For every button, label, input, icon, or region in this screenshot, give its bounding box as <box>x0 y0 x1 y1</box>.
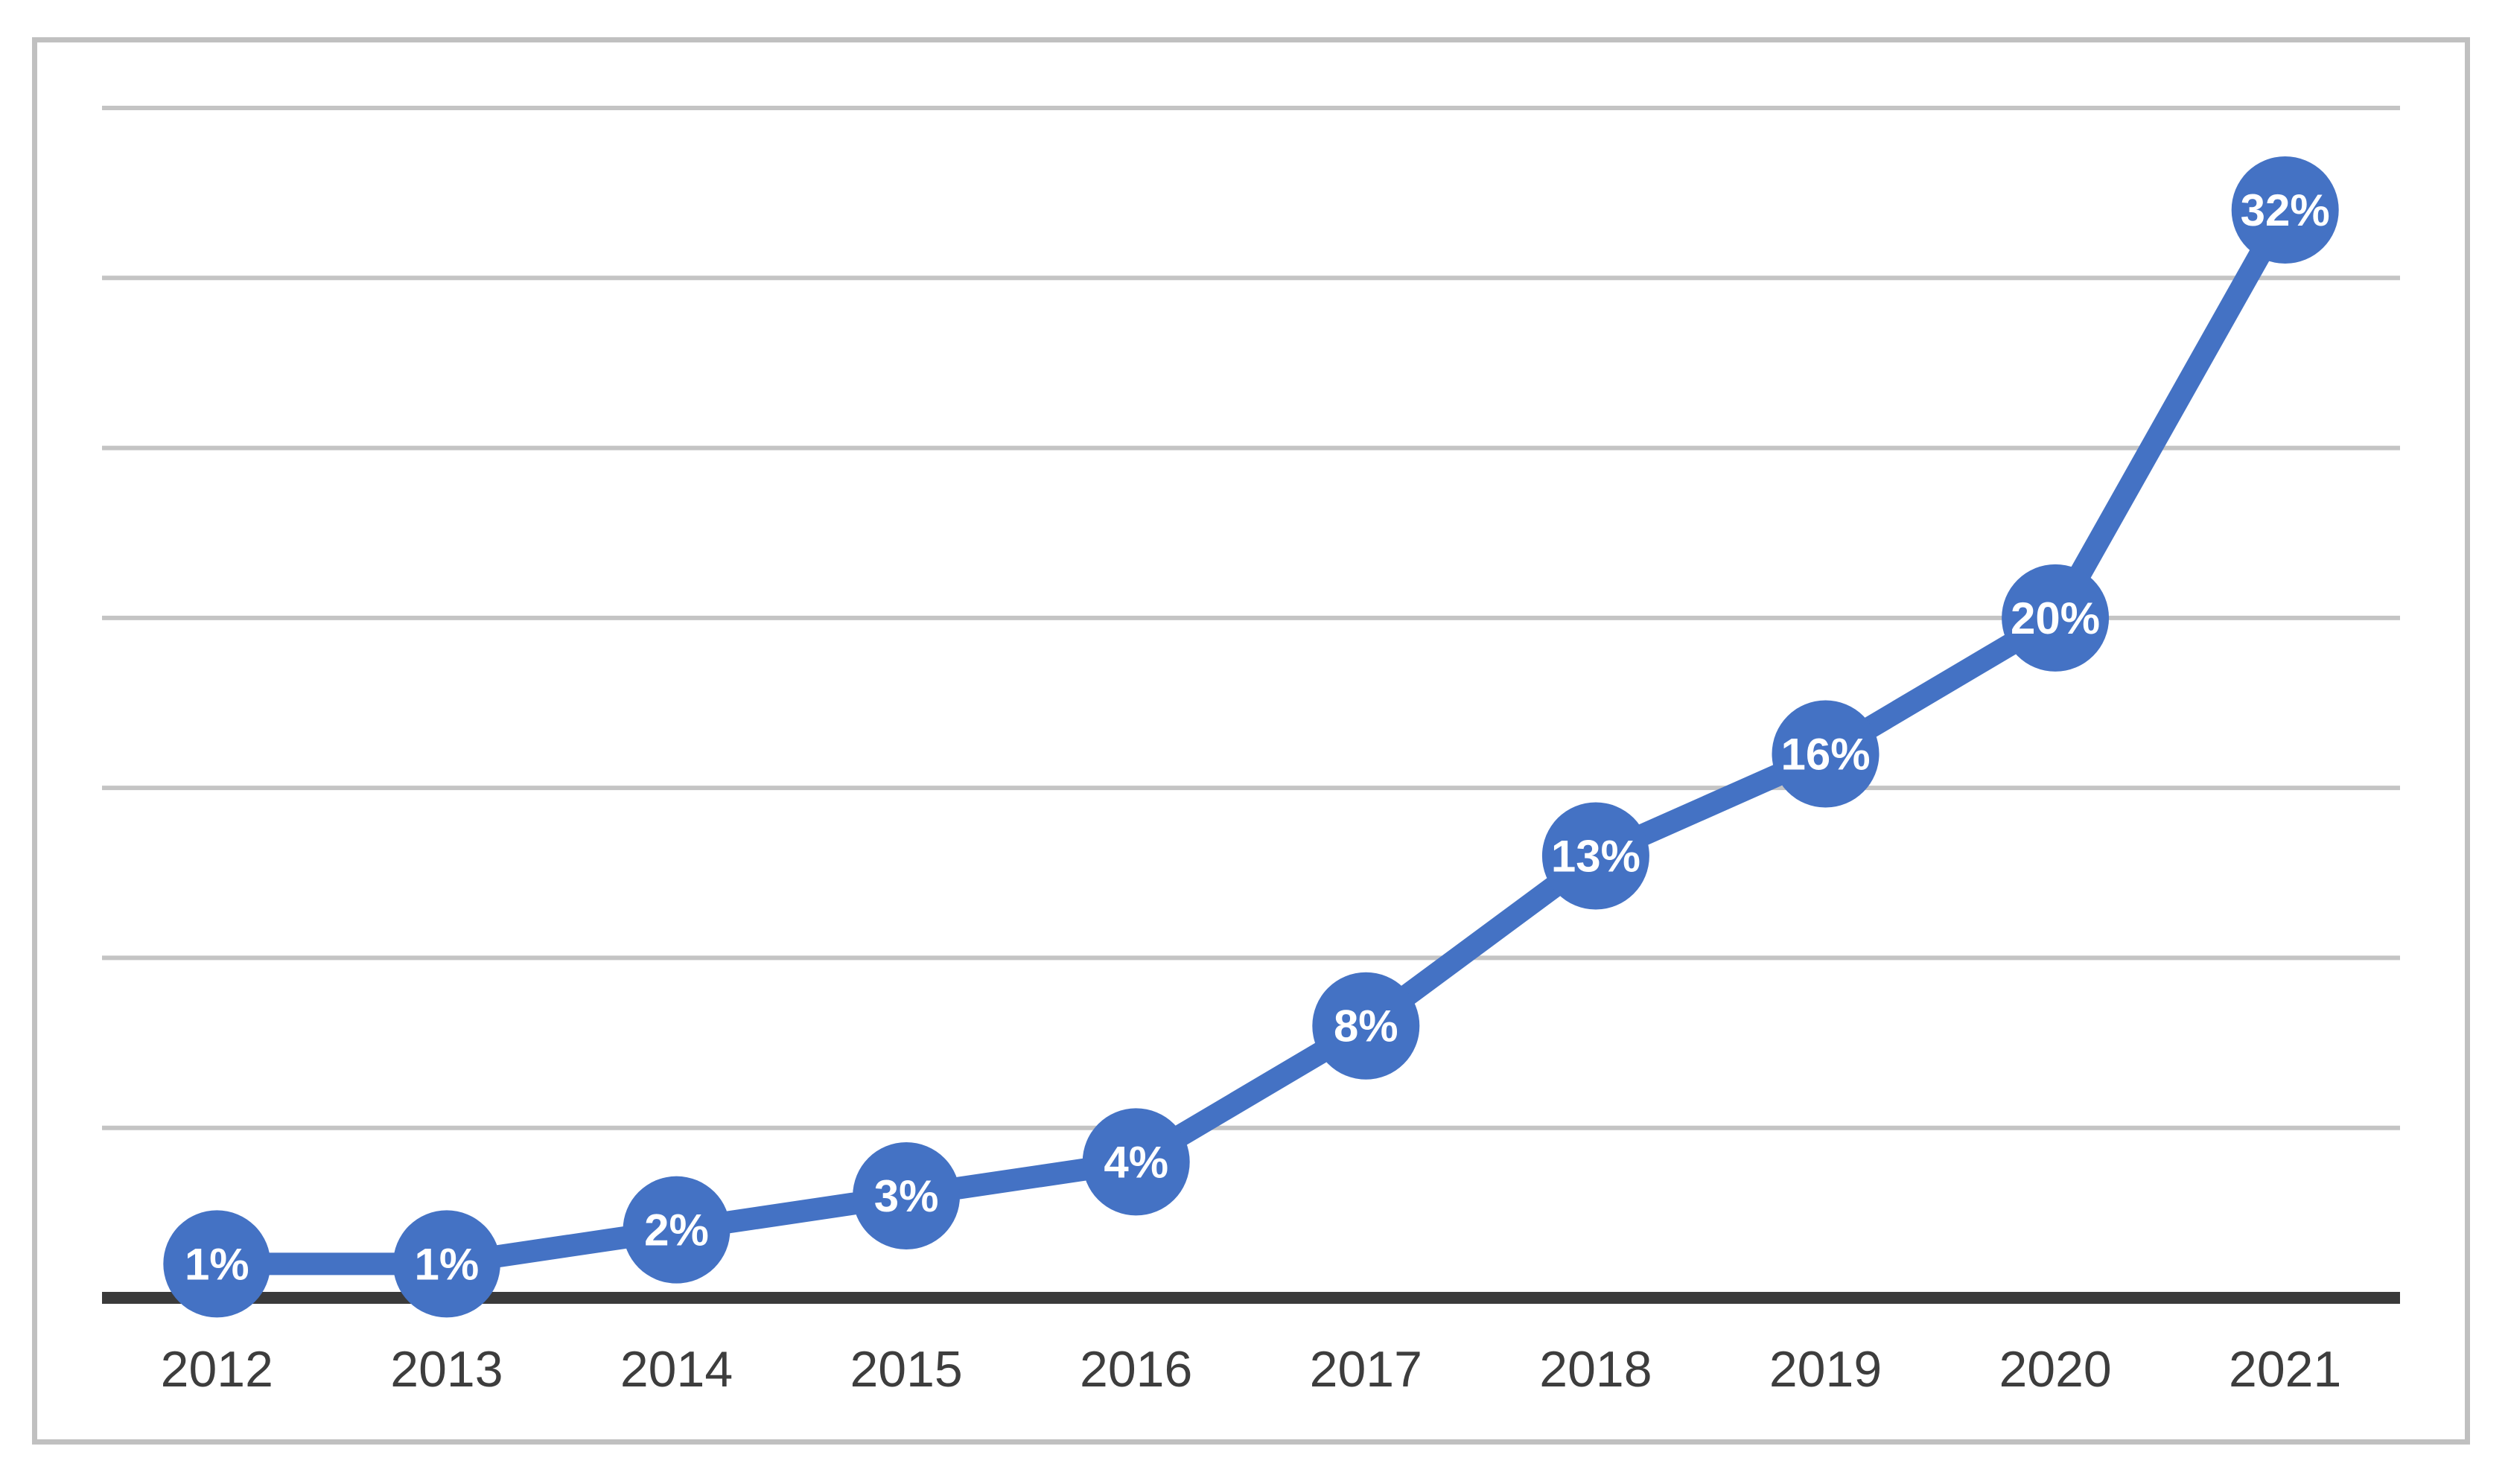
data-point-markers <box>163 156 2339 1318</box>
data-point-marker <box>2002 564 2110 672</box>
series-line <box>206 198 2297 1276</box>
chart-frame <box>32 37 2470 1445</box>
data-point-marker <box>1772 700 1880 808</box>
x-axis-tick-label: 2012 <box>161 1341 273 1398</box>
data-point-label: 4% <box>1104 1137 1168 1187</box>
data-point-marker <box>1312 972 1420 1080</box>
x-axis-tick-label: 2019 <box>1769 1341 1882 1398</box>
data-point-marker <box>1541 802 1649 910</box>
x-axis-tick-label: 2018 <box>1539 1341 1652 1398</box>
data-point-label: 1% <box>415 1239 480 1289</box>
data-point-label: 32% <box>2241 185 2330 235</box>
x-axis-tick-label: 2021 <box>2229 1341 2341 1398</box>
x-axis-tick-label: 2016 <box>1080 1341 1192 1398</box>
x-axis-tick-label: 2013 <box>390 1341 503 1398</box>
data-point-marker <box>623 1176 731 1284</box>
data-point-label: 1% <box>185 1239 249 1289</box>
data-point-label: 2% <box>644 1206 709 1255</box>
data-point-marker <box>853 1142 961 1250</box>
data-point-marker <box>392 1210 500 1318</box>
data-point-labels: 1% 1% 2% 3% 4% 8% 13% 16% 20% 32% <box>185 185 2330 1289</box>
gridlines <box>102 106 2400 1130</box>
data-point-marker <box>1082 1108 1190 1216</box>
data-point-marker <box>163 1210 271 1318</box>
x-axis-tick-label: 2020 <box>1999 1341 2111 1398</box>
data-point-label: 8% <box>1334 1001 1398 1051</box>
data-point-marker <box>2231 156 2339 264</box>
data-point-label: 13% <box>1551 831 1640 881</box>
x-axis-tick-label: 2015 <box>850 1341 962 1398</box>
data-point-label: 20% <box>2011 593 2100 643</box>
x-axis-tick-label: 2017 <box>1310 1341 1422 1398</box>
data-point-label: 16% <box>1780 729 1870 779</box>
x-axis-tick-labels: 2012 2013 2014 2015 2016 2017 2018 2019 2020 2021 <box>161 1341 2342 1398</box>
series-line-path <box>206 198 2297 1276</box>
x-axis-tick-label: 2014 <box>620 1341 733 1398</box>
data-point-label: 3% <box>874 1171 939 1221</box>
